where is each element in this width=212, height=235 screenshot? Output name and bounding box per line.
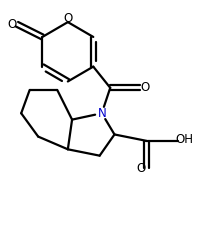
Text: OH: OH	[176, 133, 193, 146]
Text: O: O	[7, 18, 16, 31]
Text: O: O	[136, 162, 146, 175]
Text: O: O	[141, 81, 150, 94]
Text: N: N	[97, 107, 106, 120]
Text: O: O	[63, 12, 73, 25]
